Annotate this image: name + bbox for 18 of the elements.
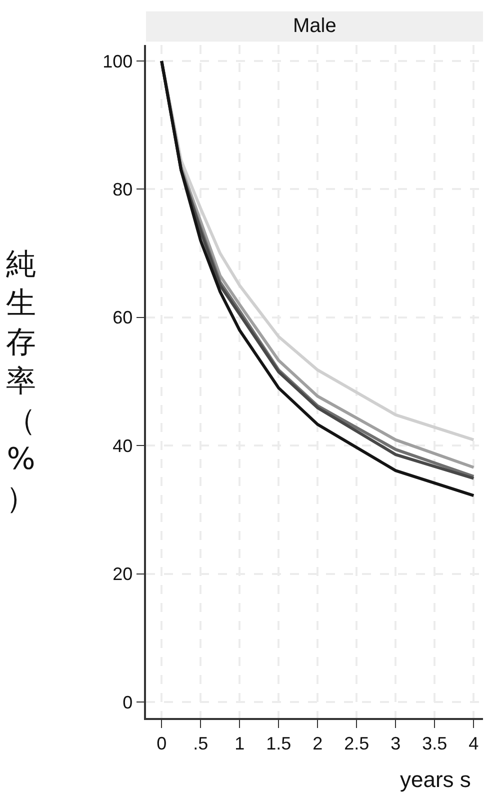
y-tick-label: 0 [122, 692, 133, 712]
x-tick-label: 4 [468, 733, 479, 754]
y-tick-label: 20 [112, 564, 133, 584]
x-tick-label: 1 [234, 733, 245, 754]
x-axis-title: years s [400, 767, 471, 792]
y-axis-title: 純生存率（%） [6, 247, 36, 516]
x-tick-label: 2.5 [344, 733, 370, 754]
chart-title: Male [293, 15, 336, 37]
y-tick-label: 100 [102, 51, 133, 72]
x-tick-label: 1.5 [266, 733, 292, 754]
x-tick-label: 3.5 [422, 733, 448, 754]
x-tick-label: 2 [312, 733, 323, 754]
y-tick-label: 60 [112, 308, 133, 328]
y-tick-label: 80 [112, 180, 133, 200]
x-tick-label: .5 [193, 733, 208, 754]
y-tick-label: 40 [112, 436, 133, 456]
x-tick-label: 3 [390, 733, 401, 754]
x-tick-label: 0 [156, 733, 167, 754]
